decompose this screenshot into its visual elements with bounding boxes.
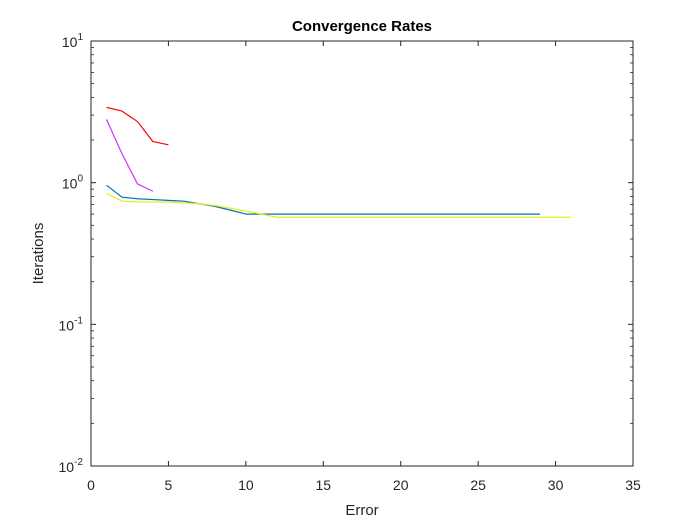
x-axis-label: Error — [345, 502, 378, 519]
series-line-2 — [105, 119, 154, 192]
x-tick-label: 35 — [625, 477, 641, 493]
x-tick-label: 15 — [315, 477, 331, 493]
series-layer — [105, 106, 572, 218]
y-tick-label: 101 — [62, 32, 84, 50]
axes-box — [90, 40, 634, 467]
x-tick-label: 10 — [238, 477, 254, 493]
y-tick-label: 10-1 — [59, 315, 84, 333]
x-tick-label: 25 — [470, 477, 486, 493]
x-tick-label: 20 — [393, 477, 409, 493]
series-line-1 — [106, 106, 169, 146]
y-tick-label: 10-2 — [59, 457, 84, 475]
x-tick-label: 5 — [165, 477, 173, 493]
y-tick-label: 100 — [62, 174, 84, 192]
y-axis: 10-2 10-1 100 101 — [59, 32, 633, 475]
x-axis: 0 5 10 15 20 25 30 35 — [87, 41, 641, 493]
x-tick-label: 0 — [87, 477, 95, 493]
y-axis-label: Iterations — [30, 223, 47, 285]
x-tick-label: 30 — [548, 477, 564, 493]
series-line-3 — [106, 184, 541, 215]
series-line-4 — [106, 192, 572, 218]
chart-title: Convergence Rates — [292, 18, 432, 35]
